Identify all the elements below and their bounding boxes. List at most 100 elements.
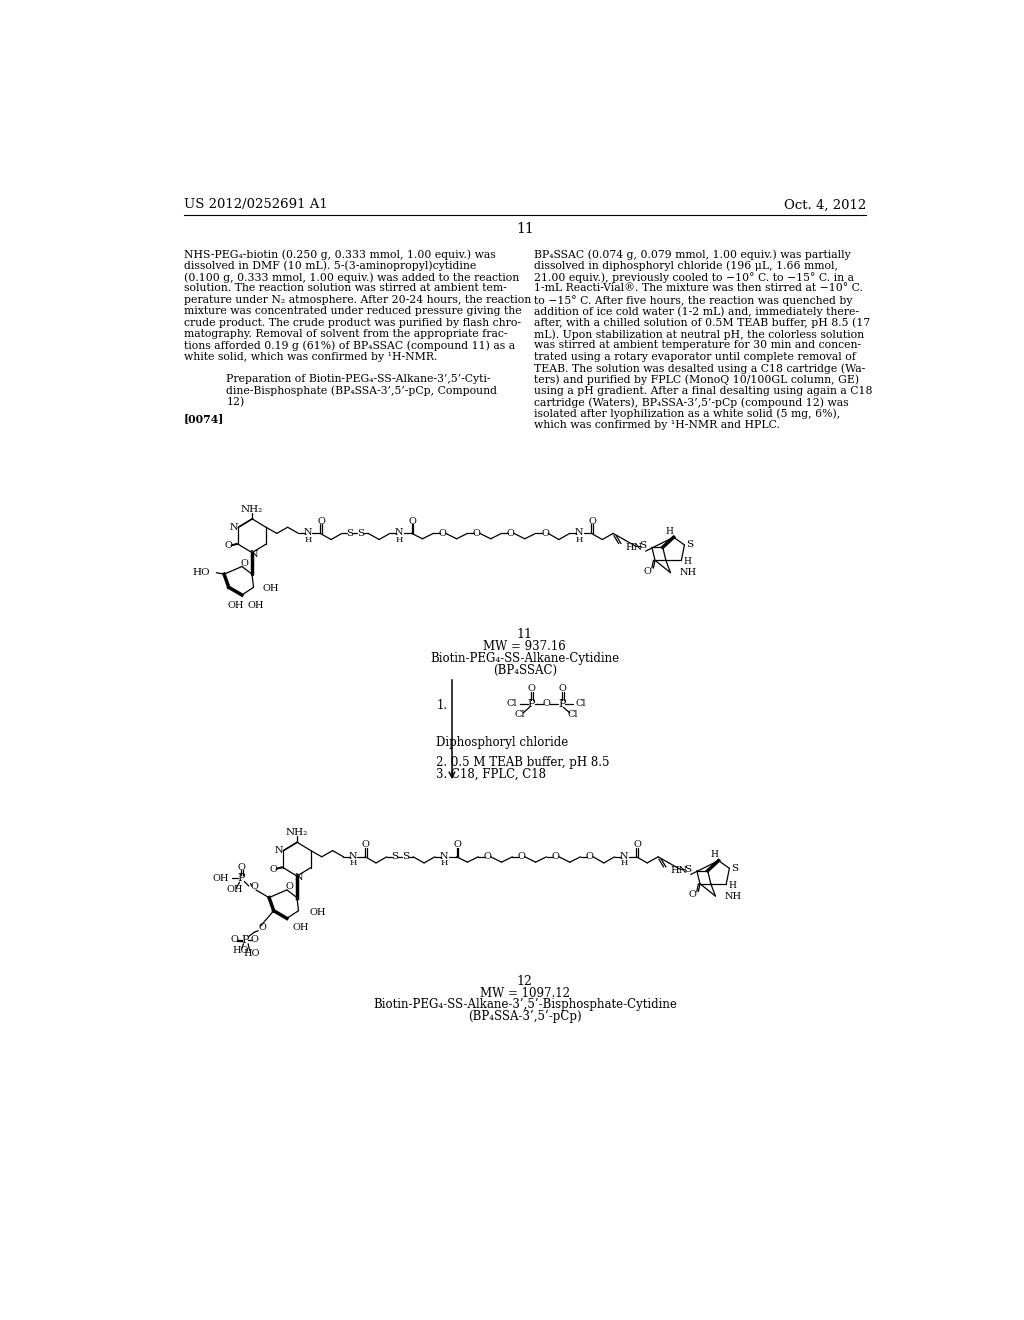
Text: O: O <box>507 529 515 537</box>
Text: O: O <box>269 865 278 874</box>
Text: MW = 937.16: MW = 937.16 <box>483 640 566 653</box>
Text: O: O <box>483 853 492 861</box>
Text: OH: OH <box>227 602 244 610</box>
Text: 1.: 1. <box>436 698 447 711</box>
Text: O: O <box>588 516 596 525</box>
Text: O: O <box>543 700 551 708</box>
Text: H: H <box>710 850 718 859</box>
Text: to −15° C. After five hours, the reaction was quenched by: to −15° C. After five hours, the reactio… <box>535 294 853 306</box>
Text: O: O <box>251 882 258 891</box>
Text: Biotin-PEG₄-SS-Alkane-Cytidine: Biotin-PEG₄-SS-Alkane-Cytidine <box>430 652 620 665</box>
Text: TEAB. The solution was desalted using a C18 cartridge (Wa-: TEAB. The solution was desalted using a … <box>535 363 865 374</box>
Text: NH₂: NH₂ <box>241 506 263 513</box>
Text: Cl: Cl <box>567 710 579 719</box>
Text: white solid, which was confirmed by ¹H-NMR.: white solid, which was confirmed by ¹H-N… <box>183 352 437 362</box>
Text: MW = 1097.12: MW = 1097.12 <box>480 987 569 1001</box>
Text: BP₄SSAC (0.074 g, 0.079 mmol, 1.00 equiv.) was partially: BP₄SSAC (0.074 g, 0.079 mmol, 1.00 equiv… <box>535 249 851 260</box>
Text: S: S <box>639 541 646 550</box>
Text: N: N <box>230 523 239 532</box>
Text: O: O <box>454 840 462 849</box>
Text: O: O <box>230 936 239 944</box>
Text: OH: OH <box>226 884 244 894</box>
Text: H: H <box>440 859 447 867</box>
Text: P: P <box>527 698 535 709</box>
Text: O: O <box>527 685 536 693</box>
Text: O: O <box>552 853 560 861</box>
Text: O: O <box>633 840 641 849</box>
Text: P: P <box>238 874 245 883</box>
Text: Preparation of Biotin-PEG₄-SS-Alkane-3’,5’-Cyti-: Preparation of Biotin-PEG₄-SS-Alkane-3’,… <box>226 374 490 384</box>
Text: NH₂: NH₂ <box>286 829 308 837</box>
Text: O: O <box>438 529 446 537</box>
Text: O: O <box>518 853 525 861</box>
Text: S: S <box>346 529 353 537</box>
Text: S: S <box>401 853 409 861</box>
Text: HN: HN <box>671 866 687 875</box>
Text: H: H <box>304 536 311 544</box>
Text: Cl: Cl <box>515 710 525 719</box>
Text: mixture was concentrated under reduced pressure giving the: mixture was concentrated under reduced p… <box>183 306 521 317</box>
Text: O: O <box>286 882 293 891</box>
Text: N: N <box>303 528 312 537</box>
Text: N: N <box>274 846 284 855</box>
Text: isolated after lyophilization as a white solid (5 mg, 6%),: isolated after lyophilization as a white… <box>535 409 841 420</box>
Text: (0.100 g, 0.333 mmol, 1.00 equiv.) was added to the reaction: (0.100 g, 0.333 mmol, 1.00 equiv.) was a… <box>183 272 519 282</box>
Text: ters) and purified by FPLC (MonoQ 10/100GL column, GE): ters) and purified by FPLC (MonoQ 10/100… <box>535 375 859 385</box>
Text: O: O <box>225 541 232 550</box>
Text: O: O <box>251 936 258 944</box>
Text: H: H <box>349 859 356 867</box>
Text: matography. Removal of solvent from the appropriate frac-: matography. Removal of solvent from the … <box>183 329 507 339</box>
Text: using a pH gradient. After a final desalting using again a C18: using a pH gradient. After a final desal… <box>535 385 872 396</box>
Text: HO: HO <box>243 949 259 958</box>
Text: O: O <box>473 529 480 537</box>
Text: O: O <box>317 516 325 525</box>
Text: 2. 0.5 M TEAB buffer, pH 8.5: 2. 0.5 M TEAB buffer, pH 8.5 <box>436 756 610 770</box>
Text: (BP₄SSAC): (BP₄SSAC) <box>493 664 557 677</box>
Text: O: O <box>362 840 370 849</box>
Text: NHS-PEG₄-biotin (0.250 g, 0.333 mmol, 1.00 equiv.) was: NHS-PEG₄-biotin (0.250 g, 0.333 mmol, 1.… <box>183 249 496 260</box>
Text: 11: 11 <box>517 628 532 642</box>
Text: OH: OH <box>263 585 280 593</box>
Text: OH: OH <box>212 874 228 883</box>
Text: O: O <box>559 685 566 693</box>
Text: OH: OH <box>309 908 326 916</box>
Text: H: H <box>728 880 736 890</box>
Text: Biotin-PEG₄-SS-Alkane-3’,5’-Bisphosphate-Cytidine: Biotin-PEG₄-SS-Alkane-3’,5’-Bisphosphate… <box>373 998 677 1011</box>
Text: dissolved in diphosphoryl chloride (196 μL, 1.66 mmol,: dissolved in diphosphoryl chloride (196 … <box>535 260 838 271</box>
Text: which was confirmed by ¹H-NMR and HPLC.: which was confirmed by ¹H-NMR and HPLC. <box>535 420 780 430</box>
Text: O: O <box>241 558 248 568</box>
Text: O: O <box>643 566 651 576</box>
Text: 21.00 equiv.), previously cooled to −10° C. to −15° C. in a: 21.00 equiv.), previously cooled to −10°… <box>535 272 854 282</box>
Text: O: O <box>688 890 696 899</box>
Text: N: N <box>440 851 449 861</box>
Text: dine-Bisphosphate (BP₄SSA-3’,5’-pCp, Compound: dine-Bisphosphate (BP₄SSA-3’,5’-pCp, Com… <box>226 385 498 396</box>
Text: OH: OH <box>248 602 264 610</box>
Text: perature under N₂ atmosphere. After 20-24 hours, the reaction: perature under N₂ atmosphere. After 20-2… <box>183 294 531 305</box>
Text: S: S <box>731 863 738 873</box>
Text: S: S <box>684 865 691 874</box>
Text: addition of ice cold water (1-2 mL) and, immediately there-: addition of ice cold water (1-2 mL) and,… <box>535 306 859 317</box>
Text: O: O <box>238 863 245 873</box>
Text: N: N <box>620 851 629 861</box>
Text: 12): 12) <box>226 397 245 407</box>
Text: Cl: Cl <box>507 700 517 708</box>
Text: US 2012/0252691 A1: US 2012/0252691 A1 <box>183 198 328 211</box>
Text: cartridge (Waters), BP₄SSA-3’,5’-pCp (compound 12) was: cartridge (Waters), BP₄SSA-3’,5’-pCp (co… <box>535 397 849 408</box>
Text: HN: HN <box>626 543 643 552</box>
Text: HO: HO <box>193 568 210 577</box>
Text: H: H <box>665 527 673 536</box>
Text: Cl: Cl <box>575 700 587 708</box>
Text: 3. C18, FPLC, C18: 3. C18, FPLC, C18 <box>436 767 547 780</box>
Text: S: S <box>357 529 365 537</box>
Text: N: N <box>395 528 403 537</box>
Text: solution. The reaction solution was stirred at ambient tem-: solution. The reaction solution was stir… <box>183 284 507 293</box>
Text: [0074]: [0074] <box>183 413 224 424</box>
Text: H: H <box>684 557 691 566</box>
Text: 11: 11 <box>516 222 534 236</box>
Text: Oct. 4, 2012: Oct. 4, 2012 <box>783 198 866 211</box>
Text: NH: NH <box>725 891 741 900</box>
Text: OH: OH <box>293 923 309 932</box>
Text: mL). Upon stabilization at neutral pH, the colorless solution: mL). Upon stabilization at neutral pH, t… <box>535 329 864 339</box>
Text: O: O <box>586 853 594 861</box>
Text: N: N <box>574 528 584 537</box>
